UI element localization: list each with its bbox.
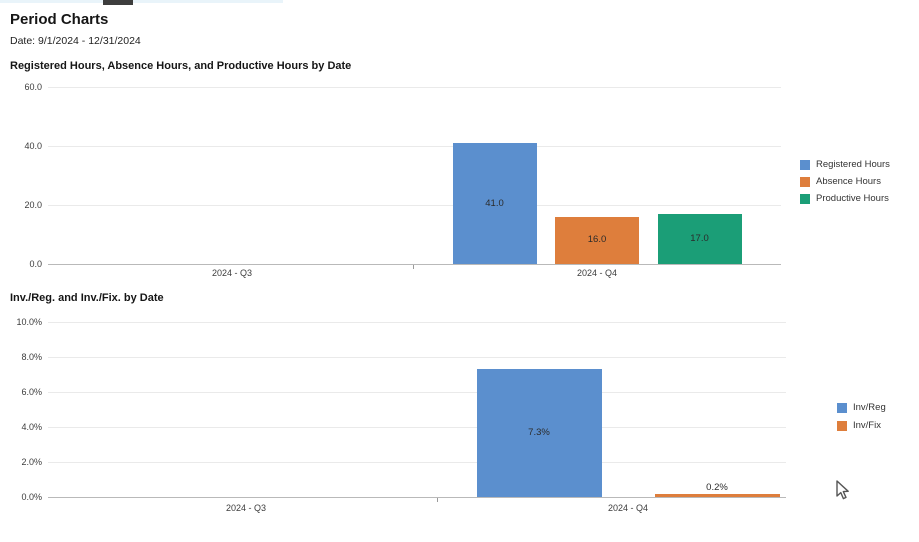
bar-inv-fix[interactable] xyxy=(654,493,780,497)
gridline xyxy=(48,322,786,323)
legend-swatch xyxy=(800,159,810,170)
legend-label: Registered Hours xyxy=(816,159,890,170)
bar-value-label: 16.0 xyxy=(587,234,607,246)
y-axis-tick-label: 6.0% xyxy=(21,387,42,397)
y-axis-tick-label: 20.0 xyxy=(24,200,42,210)
bar-value-label: 0.2% xyxy=(706,481,728,493)
date-range-label: Date: 9/1/2024 - 12/31/2024 xyxy=(10,35,141,47)
y-axis-tick-label: 4.0% xyxy=(21,422,42,432)
gridline xyxy=(48,427,786,428)
bar-inv-reg[interactable] xyxy=(476,369,602,497)
chart-title: Registered Hours, Absence Hours, and Pro… xyxy=(10,60,352,72)
y-axis-tick-label: 10.0% xyxy=(16,317,42,327)
x-axis-line xyxy=(48,497,786,498)
y-axis-tick-label: 2.0% xyxy=(21,457,42,467)
legend-label: Productive Hours xyxy=(816,193,889,204)
x-axis-tick xyxy=(413,265,414,269)
bar-value-label: 7.3% xyxy=(528,427,550,439)
legend-label: Inv/Fix xyxy=(853,420,881,431)
legend-label: Absence Hours xyxy=(816,176,881,187)
y-axis-tick-label: 8.0% xyxy=(21,352,42,362)
x-axis-line xyxy=(48,264,781,265)
chart-title: Inv./Reg. and Inv./Fix. by Date xyxy=(10,292,164,304)
gridline xyxy=(48,87,781,88)
legend-item[interactable]: Productive Hours xyxy=(800,193,889,204)
y-axis-tick-label: 40.0 xyxy=(24,141,42,151)
gridline xyxy=(48,462,786,463)
bar-absence-hours[interactable] xyxy=(555,216,639,264)
window-edge-artifact-dark xyxy=(103,0,133,5)
x-axis-tick xyxy=(437,498,438,502)
x-axis-category-label: 2024 - Q4 xyxy=(576,268,618,278)
x-axis-category-label: 2024 - Q3 xyxy=(225,503,267,513)
gridline xyxy=(48,357,786,358)
y-axis-tick-label: 60.0 xyxy=(24,82,42,92)
legend-label: Inv/Reg xyxy=(853,402,886,413)
gridline xyxy=(48,392,786,393)
window-edge-artifact xyxy=(0,0,283,3)
y-axis-tick-label: 0.0% xyxy=(21,492,42,502)
legend-item[interactable]: Inv/Reg xyxy=(837,402,886,413)
legend-swatch xyxy=(800,193,810,204)
bar-value-label: 41.0 xyxy=(485,197,504,209)
legend-swatch xyxy=(837,402,847,413)
x-axis-category-label: 2024 - Q4 xyxy=(607,503,649,513)
page-title: Period Charts xyxy=(10,11,109,28)
y-axis-tick-label: 0.0 xyxy=(29,259,42,269)
bar-productive-hours[interactable] xyxy=(657,213,742,264)
bar-registered-hours[interactable] xyxy=(452,143,537,264)
legend-swatch xyxy=(837,420,847,431)
mouse-cursor-icon xyxy=(836,480,849,500)
bar-value-label: 17.0 xyxy=(690,232,709,244)
x-axis-category-label: 2024 - Q3 xyxy=(211,268,253,278)
legend-item[interactable]: Inv/Fix xyxy=(837,420,881,431)
gridline xyxy=(48,205,781,206)
legend-item[interactable]: Absence Hours xyxy=(800,176,881,187)
legend-swatch xyxy=(800,176,810,187)
gridline xyxy=(48,146,781,147)
legend-item[interactable]: Registered Hours xyxy=(800,159,890,170)
